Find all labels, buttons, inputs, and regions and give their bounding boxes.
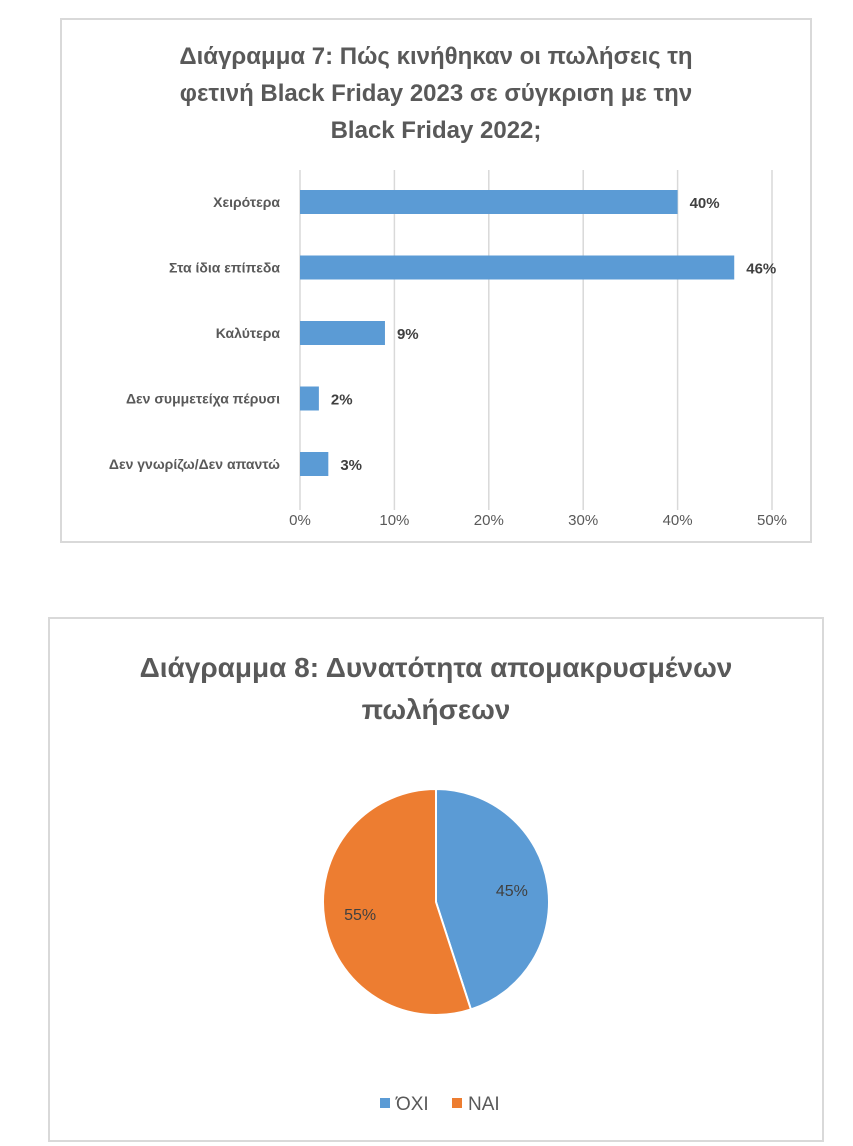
bar-chart-title: Διάγραμμα 7: Πώς κινήθηκαν οι πωλήσεις τ… xyxy=(179,43,693,144)
bar xyxy=(300,190,678,214)
data-label: 9% xyxy=(397,326,419,343)
x-tick-label: 30% xyxy=(568,512,598,529)
data-label: 2% xyxy=(331,392,353,409)
pie-chart-panel: Διάγραμμα 8: Δυνατότητα απομακρυσμένων π… xyxy=(48,617,824,1142)
bar xyxy=(300,255,735,280)
legend-swatch xyxy=(380,1098,390,1108)
bar-chart-panel: Διάγραμμα 7: Πώς κινήθηκαν οι πωλήσεις τ… xyxy=(60,18,812,543)
bar xyxy=(300,386,319,411)
data-label: 3% xyxy=(340,457,362,474)
category-label: Στα ίδια επίπεδα xyxy=(169,260,280,276)
category-label: Δεν γνωρίζω/Δεν απαντώ xyxy=(109,456,280,472)
x-tick-label: 0% xyxy=(289,512,311,529)
pie-slice xyxy=(435,787,550,1011)
slice-label: 55% xyxy=(344,907,376,924)
slice-label: 45% xyxy=(496,883,528,900)
bar xyxy=(300,321,385,345)
pie-chart: 45% 55% ΌΧΙ ΝΑΙ xyxy=(322,787,550,1115)
category-label: Καλύτερα xyxy=(216,325,281,341)
data-label: 40% xyxy=(690,195,720,212)
legend-label: ΌΧΙ xyxy=(395,1094,429,1115)
category-label: Χειρότερα xyxy=(213,194,280,210)
x-tick-label: 40% xyxy=(663,512,693,529)
x-tick-label: 10% xyxy=(379,512,409,529)
legend-label: ΝΑΙ xyxy=(468,1094,500,1115)
legend-swatch xyxy=(452,1098,462,1108)
bar xyxy=(300,452,329,476)
data-label: 46% xyxy=(746,261,776,278)
x-tick-label: 20% xyxy=(474,512,504,529)
x-tick-label: 50% xyxy=(757,512,787,529)
category-label: Δεν συμμετείχα πέρυσι xyxy=(126,391,280,407)
pie-slice xyxy=(322,787,473,1016)
bar-chart: 0% 10% 20% 30% 40% 50% Χειρότερα 40% Στα ίδια επ… xyxy=(109,170,787,529)
pie-chart-title: Διάγραμμα 8: Δυνατότητα απομακρυσμένων π… xyxy=(139,652,733,725)
